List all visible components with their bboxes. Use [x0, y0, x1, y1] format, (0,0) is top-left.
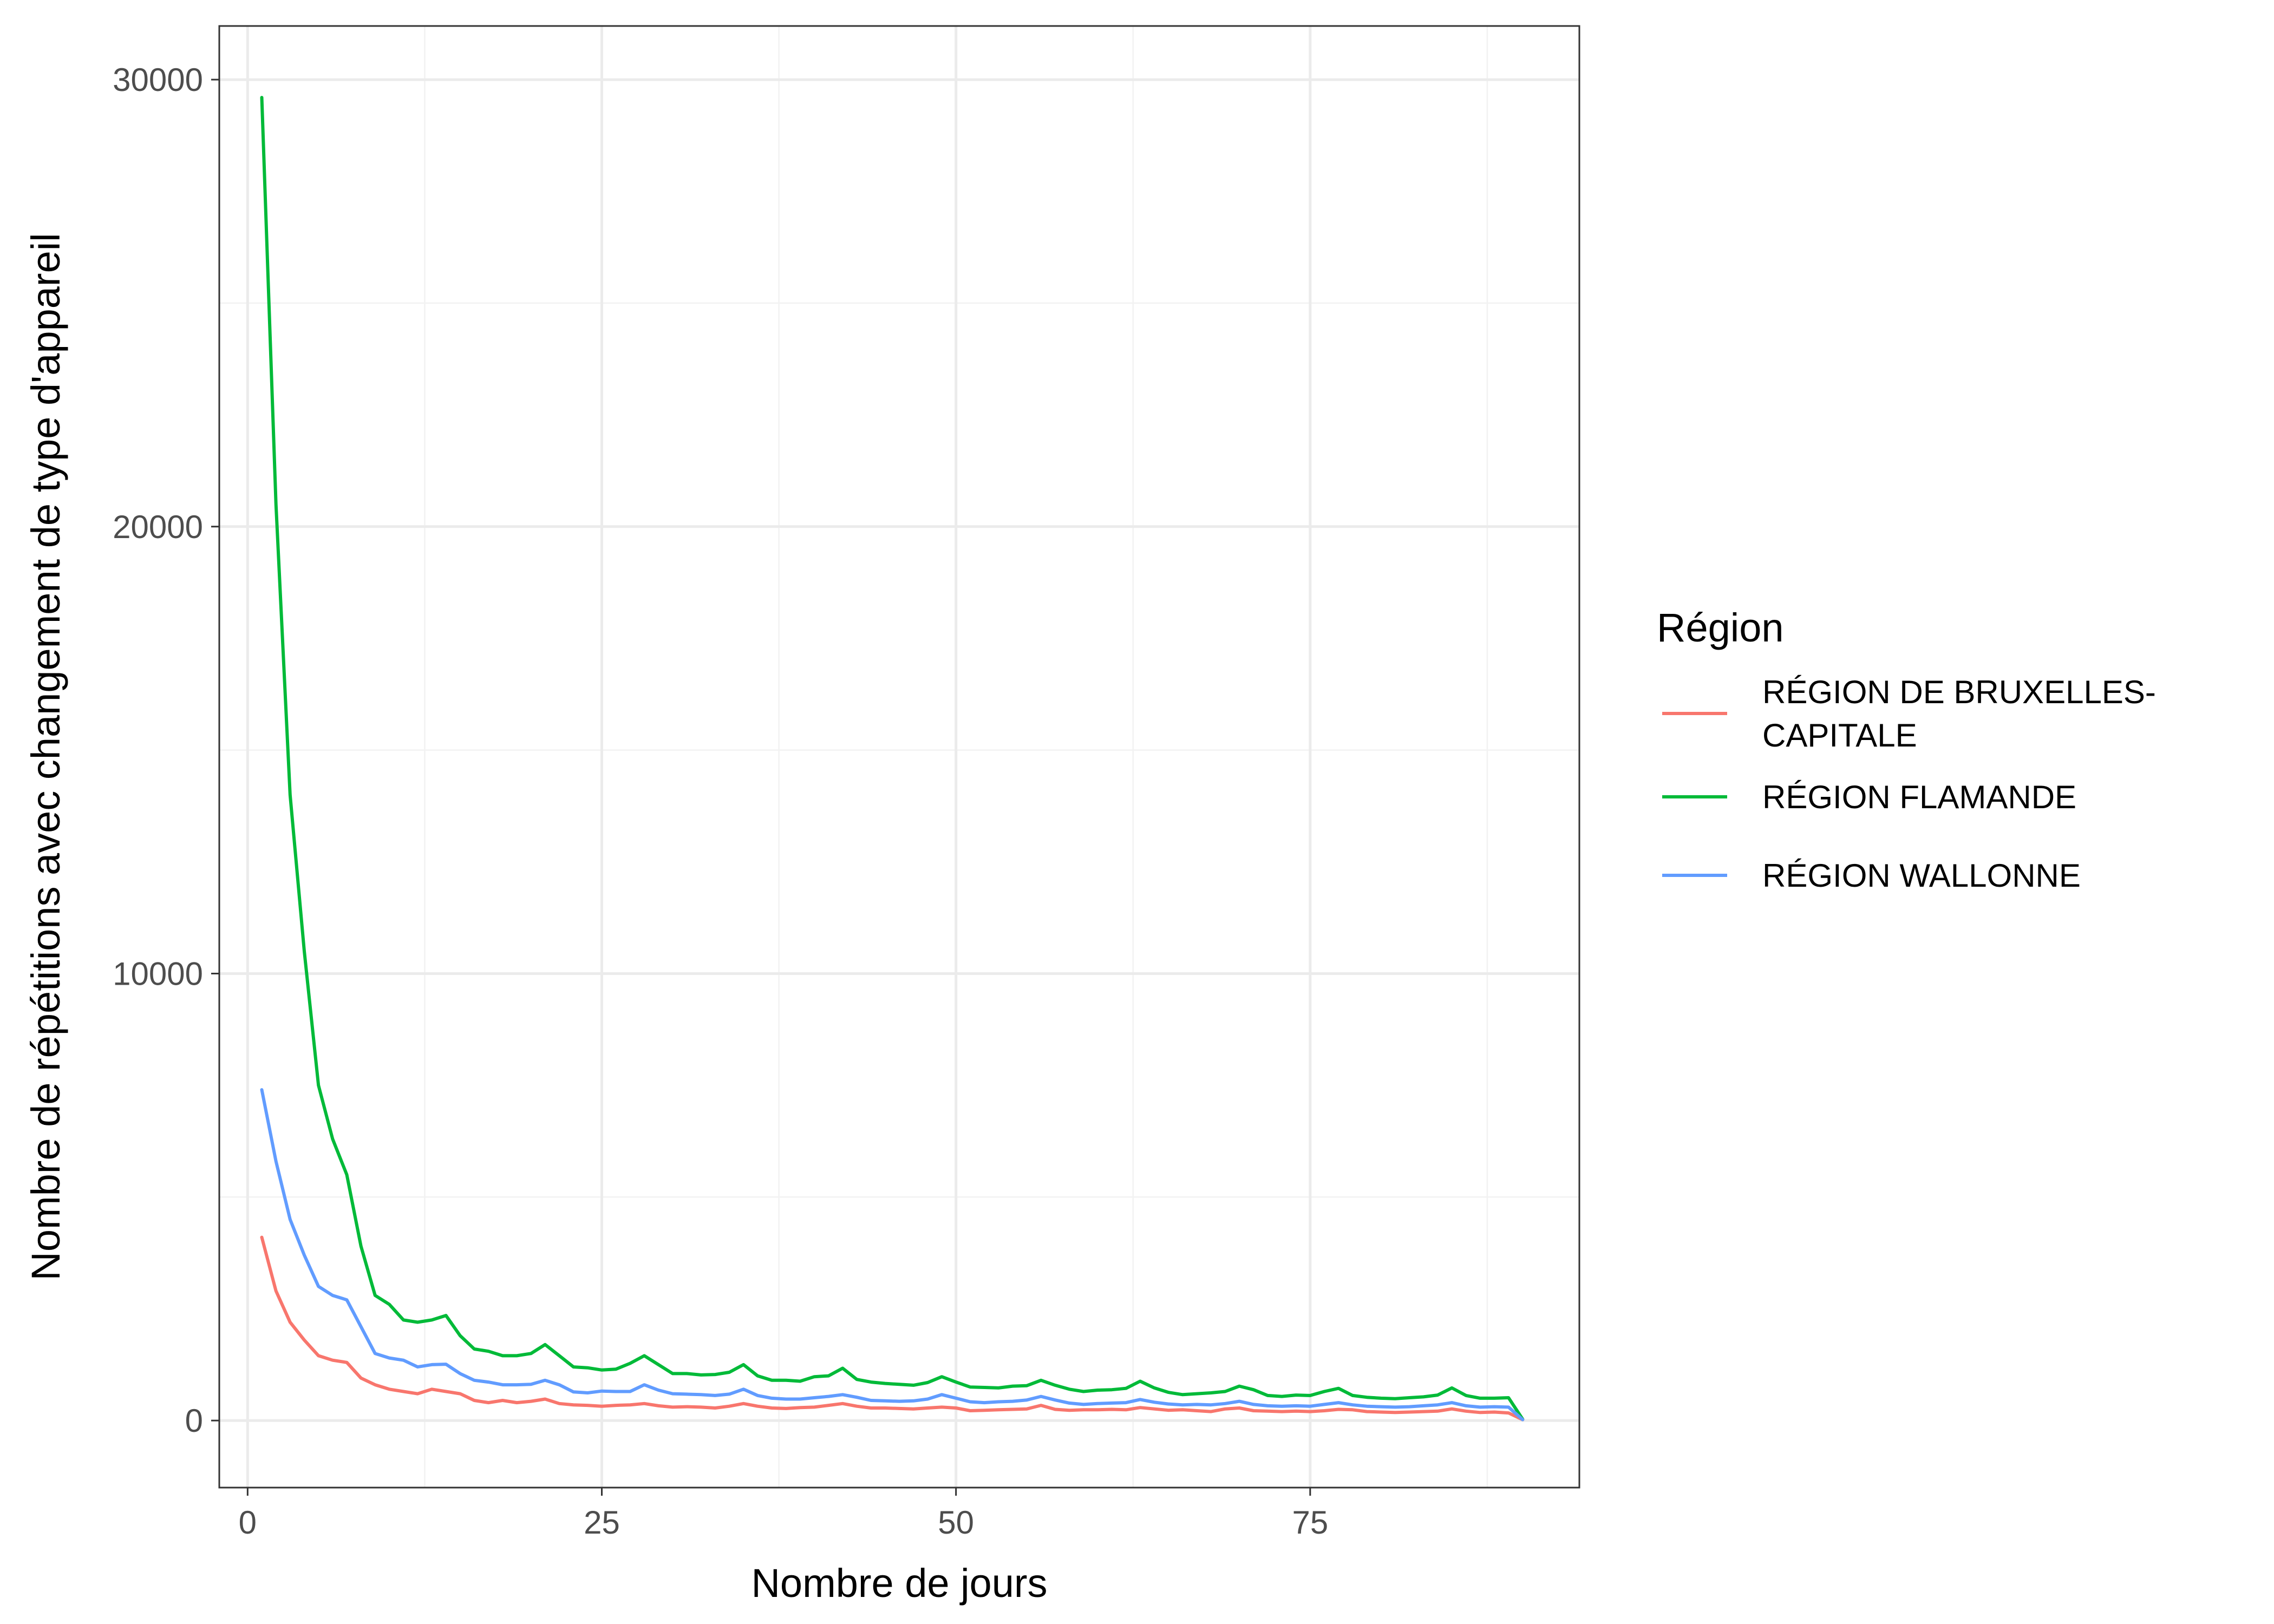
- x-tick-label: 75: [1292, 1504, 1328, 1541]
- legend-label: RÉGION FLAMANDE: [1762, 779, 2076, 815]
- plot-panel: [218, 25, 1580, 1489]
- y-tick-label: 0: [185, 1403, 203, 1439]
- legend-title: Région: [1657, 605, 1784, 650]
- legend-item: RÉGION FLAMANDE: [1662, 779, 2076, 815]
- series-line-2: [260, 1088, 1525, 1422]
- major-grid: [219, 26, 1579, 1488]
- x-tick-label: 25: [584, 1504, 620, 1541]
- series-line-0: [260, 1235, 1525, 1422]
- y-tick-label: 10000: [113, 955, 203, 992]
- legend-item: RÉGION WALLONNE: [1662, 857, 2081, 894]
- series-line-1: [260, 96, 1525, 1421]
- y-axis: 0 10000 20000 30000: [113, 62, 219, 1439]
- y-axis-title: Nombre de répétitions avec changement de…: [23, 233, 68, 1280]
- legend-label: CAPITALE: [1762, 717, 1917, 754]
- legend-item: RÉGION DE BRUXELLES- CAPITALE: [1662, 674, 2156, 754]
- y-tick-label: 30000: [113, 62, 203, 98]
- legend-label: RÉGION DE BRUXELLES-: [1762, 674, 2156, 710]
- y-tick-label: 20000: [113, 509, 203, 545]
- legend-label: RÉGION WALLONNE: [1762, 857, 2081, 894]
- x-tick-label: 50: [938, 1504, 974, 1541]
- x-axis: 0 25 50 75: [239, 1488, 1328, 1541]
- series-lines: [260, 96, 1525, 1422]
- x-tick-label: 0: [239, 1504, 257, 1541]
- legend: Région RÉGION DE BRUXELLES-CAPITALERÉGIO…: [1657, 605, 2156, 894]
- panel-background: [219, 26, 1579, 1488]
- x-axis-title: Nombre de jours: [751, 1561, 1047, 1606]
- minor-grid: [219, 26, 1579, 1488]
- legend-items: RÉGION DE BRUXELLES- CAPITALE RÉGION FLAMA…: [1662, 674, 2156, 894]
- panel-border: [218, 25, 1580, 1489]
